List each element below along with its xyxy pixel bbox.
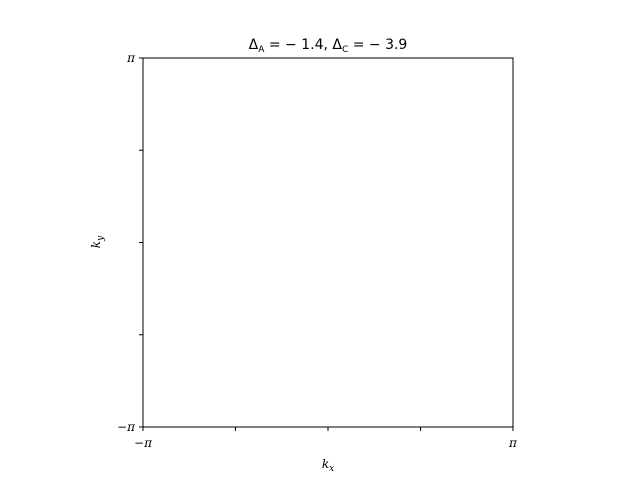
chart-title: ΔA = − 1.4, ΔC = − 3.9 [249,37,408,55]
x-axis: −π π [134,427,518,450]
x-tick-label: −π [134,436,153,450]
y-tick-label: π [126,51,136,65]
plot-area [142,57,514,428]
y-tick-label: −π [117,420,136,434]
x-tick-label: π [508,436,518,450]
x-axis-label: kx [322,457,334,474]
y-axis-label: ky [89,235,106,248]
y-axis: −π π [117,51,143,434]
